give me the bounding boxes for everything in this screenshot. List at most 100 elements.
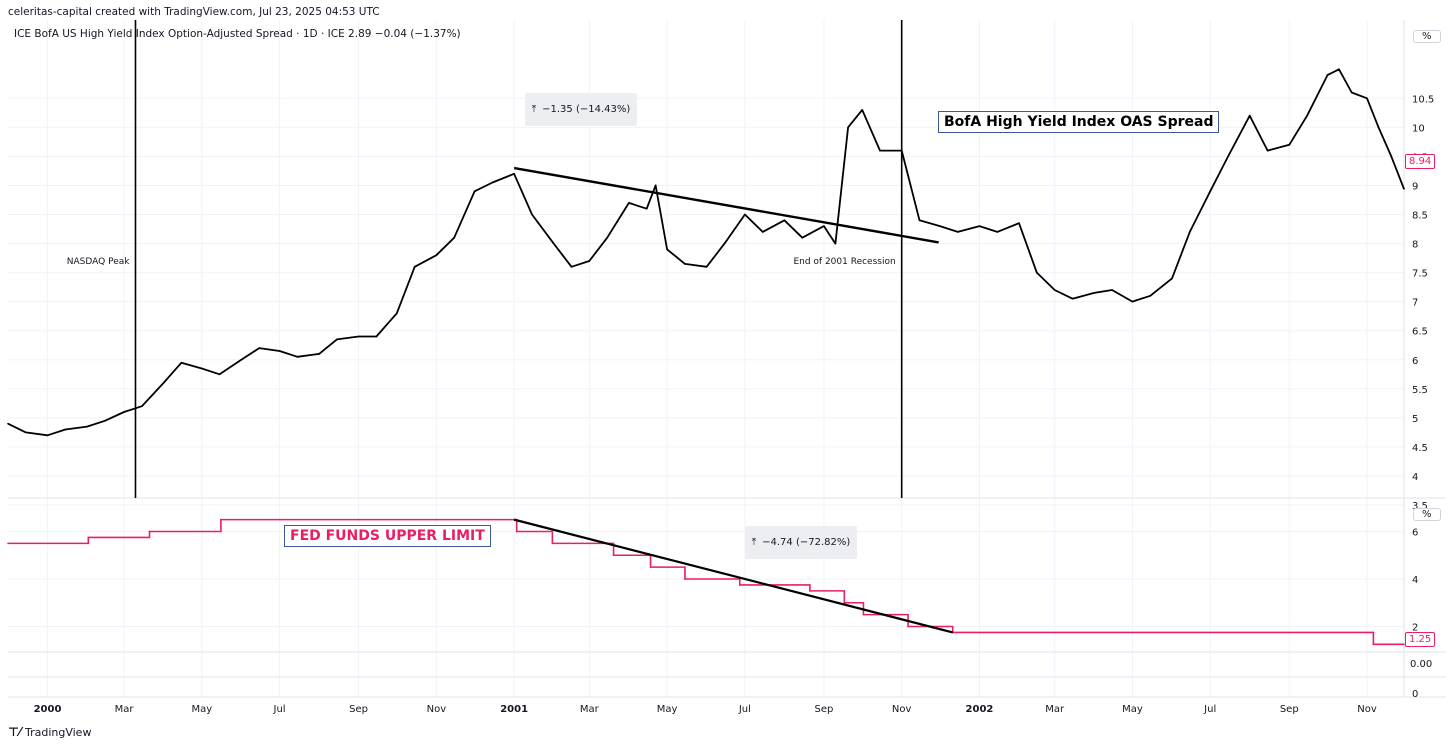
oas-data-point: [123, 411, 125, 413]
measure-icon: ⤒: [751, 537, 757, 548]
fed-data-point: [515, 530, 518, 533]
oas-y-tick-label: 9: [1412, 181, 1418, 192]
oas-y-tick-label: 4.5: [1412, 443, 1428, 454]
oas-data-point: [666, 248, 668, 251]
tradingview-brand: TradingView: [24, 725, 92, 739]
change-value: −0.04 (−1.37%): [374, 28, 461, 40]
oas-data-point: [1071, 297, 1074, 300]
tradingview-logo[interactable]: ⊤⁄ TradingView: [8, 725, 91, 739]
x-tick-label: Sep: [814, 704, 833, 715]
oas-data-point: [435, 254, 438, 256]
oas-data-point: [588, 260, 591, 262]
oas-y-tick-label: 8.5: [1412, 211, 1428, 222]
oas-data-point: [357, 335, 360, 338]
fed-measure-label: −4.74 (−72.82%): [762, 537, 851, 548]
oas-data-point: [744, 213, 746, 216]
oas-data-point: [761, 231, 764, 233]
oas-data-point: [552, 242, 555, 245]
oas-data-point: [1326, 74, 1329, 76]
oas-y-tick-label: 7: [1412, 298, 1418, 309]
attribution-text: celeritas-capital created with TradingVi…: [8, 6, 380, 18]
oas-data-point: [375, 335, 378, 338]
oas-y-tick-label: 7.5: [1412, 269, 1428, 280]
oas-data-point: [918, 219, 921, 222]
oas-data-point: [823, 225, 825, 227]
oas-data-point: [879, 149, 881, 152]
x-tick-label: Jul: [738, 704, 751, 715]
x-tick-label: Nov: [892, 704, 912, 715]
oas-data-point: [1189, 231, 1191, 233]
oas-data-point: [1018, 222, 1020, 225]
oas-data-point: [413, 265, 416, 268]
x-tick-label: Sep: [349, 704, 368, 715]
fed-data-point: [809, 590, 811, 592]
oas-y-tick-label: 5: [1412, 414, 1418, 425]
fed-data-point: [220, 518, 222, 521]
oas-data-point: [25, 431, 27, 434]
oas-data-point: [705, 265, 708, 268]
oas-y-tick-label: 6.5: [1412, 327, 1428, 338]
oas-y-tick-label: 6: [1412, 356, 1418, 367]
oas-data-point: [491, 181, 494, 184]
measure-icon: ⤒: [531, 104, 537, 115]
fed-data-point: [862, 613, 865, 616]
oas-data-point: [1248, 114, 1251, 117]
fed-unit-label[interactable]: %: [1413, 508, 1441, 521]
fed-data-point: [684, 578, 686, 580]
oas-data-point: [318, 353, 320, 355]
tradingview-logo-icon: ⊤⁄: [8, 725, 21, 739]
fed-funds-step-line: [8, 518, 1404, 646]
x-tick-label: Sep: [1280, 704, 1299, 715]
oas-data-point: [162, 382, 165, 384]
oas-data-point: [46, 434, 49, 437]
series-legend: ICE BofA US High Yield Index Option-Adju…: [14, 28, 461, 40]
oas-data-point: [513, 173, 515, 175]
oas-data-point: [180, 361, 183, 364]
oas-data-point: [1306, 114, 1308, 117]
fed-data-point: [87, 536, 90, 539]
fed-last-badge: 1.25: [1405, 632, 1436, 647]
fed-data-point: [7, 542, 9, 545]
fed-data-point: [907, 625, 909, 628]
x-tick-label: May: [657, 704, 678, 715]
oas-y-tick-label: 3.5: [1412, 501, 1428, 512]
fed-chart-title: FED FUNDS UPPER LIMIT: [284, 525, 491, 547]
oas-trendline: [513, 166, 939, 244]
fed-y-tick-label: 4: [1412, 575, 1418, 586]
oas-data-point: [645, 207, 648, 210]
oas-data-point: [1403, 188, 1405, 190]
oas-data-point: [1350, 91, 1353, 94]
pane3-y-tick-label: 0.00: [1410, 659, 1432, 670]
oas-data-point: [1227, 155, 1229, 158]
oas-last-badge: 8.94: [1405, 154, 1436, 169]
oas-data-point: [396, 312, 398, 315]
fed-data-point: [612, 554, 615, 557]
nasdaq-peak-label: NASDAQ Peak: [67, 257, 130, 267]
oas-data-point: [861, 109, 863, 111]
fed-y-tick-label: 6: [1412, 528, 1418, 539]
oas-data-point: [801, 236, 804, 239]
oas-data-point: [1053, 289, 1056, 291]
oas-data-point: [723, 242, 726, 245]
oas-data-point: [628, 202, 630, 204]
oas-measure-label: −1.35 (−14.43%): [542, 104, 631, 115]
last-value: 2.89: [348, 28, 372, 40]
oas-data-point: [1390, 155, 1393, 158]
x-tick-label: 2000: [34, 704, 62, 715]
fed-data-point: [649, 566, 652, 568]
oas-y-tick-label: 10.5: [1412, 94, 1434, 105]
fed-data-point: [843, 601, 846, 604]
oas-data-point: [296, 356, 299, 358]
fed-trendline: [513, 518, 953, 634]
fed-data-point: [1372, 643, 1375, 646]
oas-unit-label[interactable]: %: [1413, 30, 1441, 43]
oas-y-tick-label: 4: [1412, 472, 1418, 483]
x-tick-label: 2002: [966, 704, 994, 715]
x-tick-label: Mar: [115, 704, 135, 715]
fed-measure-box: ⤒ −4.74 (−72.82%): [745, 526, 857, 559]
oas-data-point: [939, 225, 941, 227]
oas-data-point: [278, 350, 281, 352]
fed-data-point: [1403, 643, 1405, 646]
oas-data-point: [7, 422, 9, 425]
pane4-y-tick-label: 0: [1412, 689, 1418, 700]
